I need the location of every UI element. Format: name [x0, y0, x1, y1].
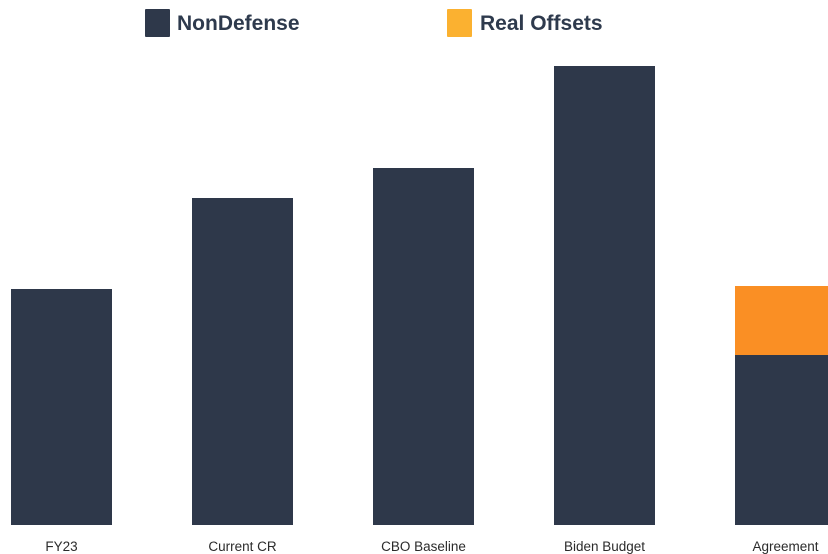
x-tick-label-biden-budget: Biden Budget: [564, 539, 645, 554]
bar-fy23-nondefense: [11, 289, 112, 525]
legend-swatch-real-offsets: [447, 9, 472, 37]
legend-label-real-offsets: Real Offsets: [480, 12, 603, 35]
bar-group: [11, 66, 828, 525]
bar-biden-budget-nondefense: [554, 66, 655, 525]
bar-cbo-baseline-nondefense: [373, 168, 474, 525]
x-tick-label-current-cr: Current CR: [208, 539, 277, 554]
bar-agreement-nondefense: [735, 355, 828, 525]
legend-label-nondefense: NonDefense: [177, 12, 300, 35]
x-tick-label-fy23: FY23: [45, 539, 77, 554]
x-axis-tick-labels: FY23 Current CR CBO Baseline Biden Budget Ag…: [45, 539, 818, 554]
legend-swatch-nondefense: [145, 9, 170, 37]
x-tick-label-cbo-baseline: CBO Baseline: [381, 539, 466, 554]
bar-agreement-real-offsets: [735, 286, 828, 355]
chart-legend: NonDefense Real Offsets: [145, 9, 603, 37]
bar-current-cr-nondefense: [192, 198, 293, 525]
x-tick-label-agreement: Agreement: [752, 539, 818, 554]
